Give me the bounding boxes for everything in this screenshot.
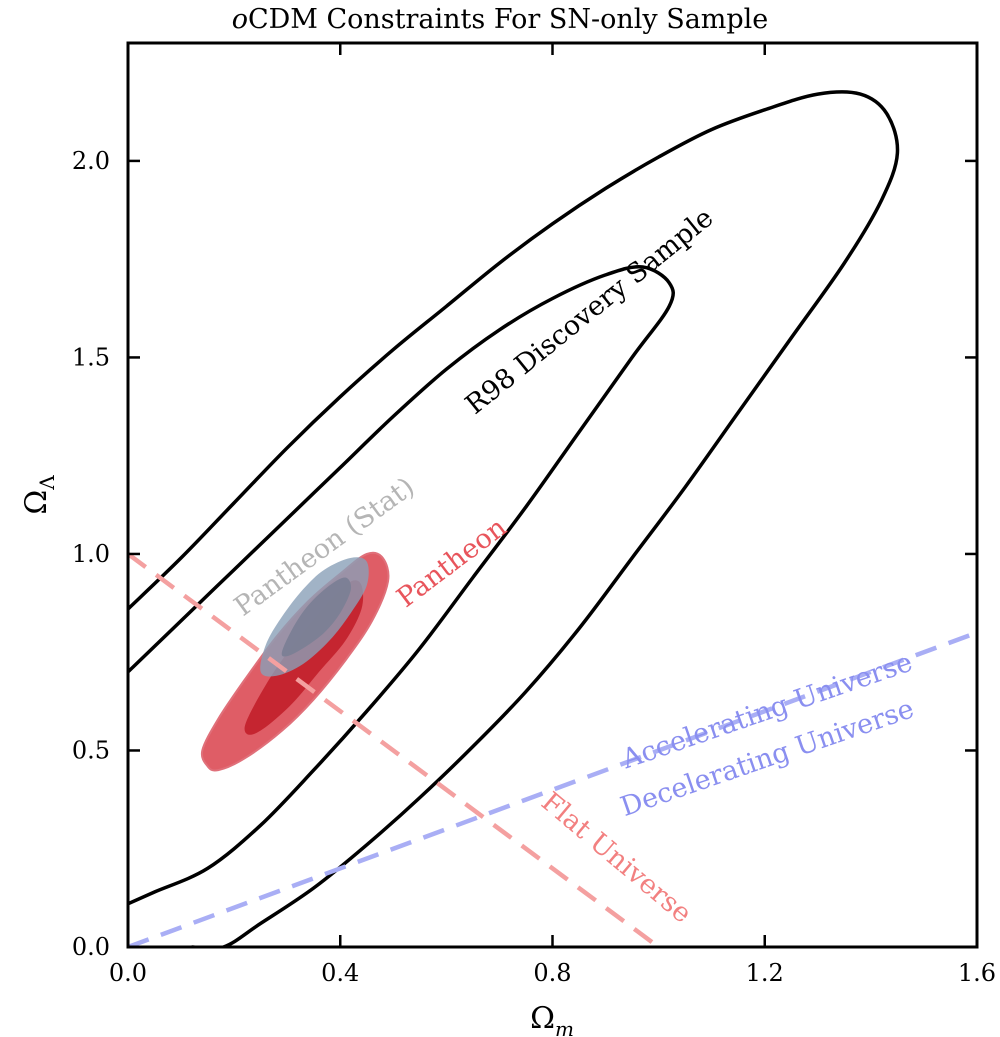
x-tick-label: 0.8 bbox=[533, 959, 571, 987]
y-tick-label: 0.5 bbox=[72, 736, 110, 764]
chart-title-prefix: o bbox=[232, 4, 248, 35]
y-axis-label: ΩΛ bbox=[19, 475, 59, 515]
y-tick-label: 1.0 bbox=[72, 540, 110, 568]
y-axis-label-sub: Λ bbox=[35, 475, 59, 491]
x-axis-label: Ωm bbox=[530, 1001, 574, 1037]
pantheon-stat-1sigma-contour bbox=[281, 577, 352, 657]
x-axis-label-base: Ω bbox=[530, 1001, 555, 1036]
r98-2sigma-contour bbox=[128, 90, 900, 947]
x-tick-label: 1.2 bbox=[746, 959, 784, 987]
annotation-flat-universe: Flat Universe bbox=[535, 786, 697, 929]
r98-1sigma-contour bbox=[128, 265, 675, 906]
tick-layer: 0.0 0.4 0.8 1.2 1.6 0.0 0.5 1.0 1.5 2.0 bbox=[72, 43, 996, 987]
chart-title: oCDM Constraints For SN-only Sample bbox=[232, 4, 769, 35]
x-tick-label: 0.0 bbox=[109, 959, 147, 987]
x-tick-label: 0.4 bbox=[321, 959, 359, 987]
y-tick-label: 1.5 bbox=[72, 343, 110, 371]
reference-line-layer bbox=[128, 552, 977, 947]
chart-title-main: CDM Constraints For SN-only Sample bbox=[248, 4, 768, 35]
x-tick-label: 1.6 bbox=[958, 959, 996, 987]
y-axis-label-base: Ω bbox=[19, 490, 54, 515]
annotation-pantheon: Pantheon bbox=[391, 512, 512, 614]
flat-universe-line bbox=[128, 552, 660, 947]
contour-layer bbox=[128, 90, 900, 947]
x-axis-label-sub: m bbox=[555, 1017, 574, 1037]
svg-text:ΩΛ: ΩΛ bbox=[19, 475, 59, 515]
y-tick-label: 2.0 bbox=[72, 147, 110, 175]
y-tick-label: 0.0 bbox=[72, 933, 110, 961]
annotation-r98-discovery-sample: R98 Discovery Sample bbox=[460, 202, 720, 420]
acceleration-boundary-line bbox=[128, 630, 977, 947]
